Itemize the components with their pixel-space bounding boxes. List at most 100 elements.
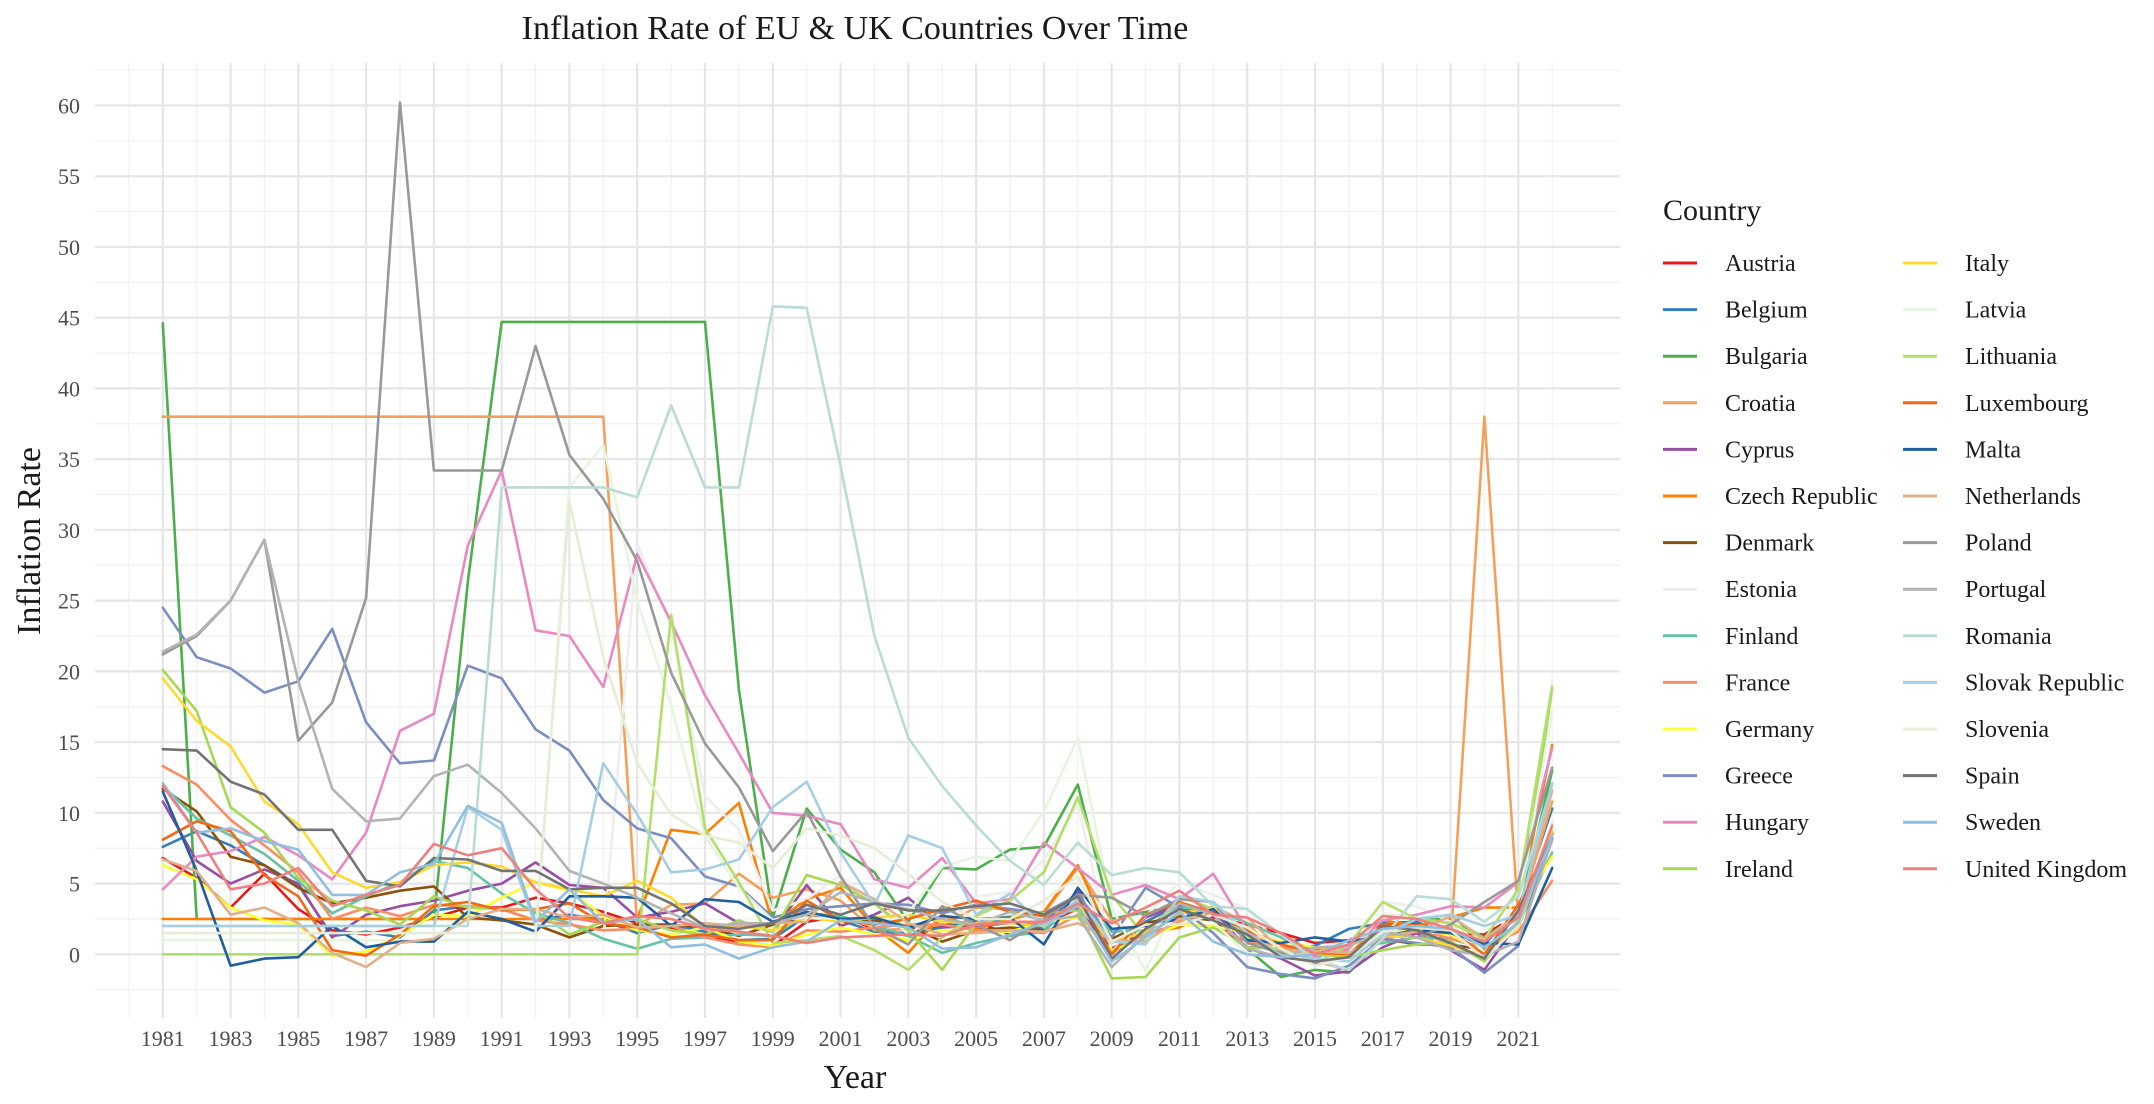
x-tick-label: 1991 (480, 1026, 524, 1051)
x-tick-label: 2017 (1361, 1026, 1405, 1051)
legend-item-belgium: Belgium (1663, 298, 1808, 324)
x-tick-label: 1993 (547, 1026, 591, 1051)
legend-label: Czech Republic (1725, 484, 1878, 510)
series-line-belgium (161, 807, 1554, 956)
legend-item-slovenia: Slovenia (1903, 717, 2049, 743)
legend-item-cyprus: Cyprus (1663, 437, 1794, 463)
legend-item-latvia: Latvia (1903, 298, 2027, 324)
series-line-czech-republic (161, 743, 1554, 955)
y-tick-label: 40 (58, 376, 80, 401)
x-tick-label: 2015 (1293, 1026, 1337, 1051)
y-axis-title: Inflation Rate (11, 447, 48, 635)
series-lines (161, 101, 1554, 980)
legend-label: Slovak Republic (1965, 670, 2124, 696)
legend-label: Romania (1965, 624, 2052, 650)
chart-title: Inflation Rate of EU & UK Countries Over… (522, 10, 1189, 47)
y-tick-label: 25 (58, 589, 80, 614)
y-tick-label: 35 (58, 447, 80, 472)
y-tick-label: 60 (58, 93, 80, 118)
x-tick-label: 1981 (141, 1026, 185, 1051)
legend-item-france: France (1663, 670, 1790, 696)
x-tick-label: 2019 (1429, 1026, 1473, 1051)
legend-item-bulgaria: Bulgaria (1663, 344, 1808, 370)
legend-label: Latvia (1965, 298, 2027, 324)
legend-item-czech-republic: Czech Republic (1663, 484, 1878, 510)
legend-title: Country (1663, 194, 1761, 227)
series-line-poland (161, 101, 1554, 966)
series-line-ireland (161, 668, 1554, 980)
grid (95, 63, 1620, 1018)
y-tick-label: 10 (58, 801, 80, 826)
legend-label: Slovenia (1965, 717, 2049, 743)
legend-label: Netherlands (1965, 484, 2081, 510)
legend-label: Belgium (1725, 298, 1808, 324)
legend-item-lithuania: Lithuania (1903, 344, 2057, 370)
y-tick-label: 5 (69, 872, 80, 897)
legend-label: Malta (1965, 437, 2021, 463)
legend-item-austria: Austria (1663, 251, 1796, 277)
series-line-slovak-republic (161, 761, 1554, 963)
x-tick-label: 1997 (683, 1026, 727, 1051)
legend-item-hungary: Hungary (1663, 810, 1809, 836)
x-tick-label: 2021 (1496, 1026, 1540, 1051)
legend-label: United Kingdom (1965, 857, 2127, 883)
legend-item-ireland: Ireland (1663, 857, 1793, 883)
legend-label: Sweden (1965, 810, 2041, 836)
x-tick-label: 2005 (954, 1026, 998, 1051)
x-tick-label: 1989 (412, 1026, 456, 1051)
y-tick-label: 50 (58, 235, 80, 260)
legend-label: Spain (1965, 764, 2020, 790)
x-tick-label: 2011 (1158, 1026, 1201, 1051)
legend-label: Italy (1965, 251, 2009, 277)
legend-item-malta: Malta (1903, 437, 2021, 463)
legend-item-denmark: Denmark (1663, 531, 1814, 557)
y-tick-label: 20 (58, 659, 80, 684)
y-axis-ticks: 0 5 10 15 20 25 30 35 40 45 50 55 60 (58, 93, 80, 967)
y-tick-label: 55 (58, 164, 80, 189)
y-tick-label: 0 (69, 942, 80, 967)
legend: Country Austria Belgium Bulgaria Croatia Cyp… (1663, 194, 2127, 883)
x-tick-label: 2007 (1022, 1026, 1066, 1051)
x-tick-label: 1999 (751, 1026, 795, 1051)
x-tick-label: 2003 (886, 1026, 930, 1051)
x-tick-label: 2013 (1225, 1026, 1269, 1051)
x-axis-ticks: 1981 1983 1985 1987 1989 1991 1993 1995 1997 1999… (141, 1026, 1541, 1051)
legend-item-romania: Romania (1903, 624, 2052, 650)
legend-item-slovak-republic: Slovak Republic (1903, 670, 2124, 696)
legend-item-united-kingdom: United Kingdom (1903, 857, 2127, 883)
legend-label: Germany (1725, 717, 1814, 743)
legend-label: France (1725, 670, 1790, 696)
legend-label: Croatia (1725, 391, 1796, 417)
legend-label: Portugal (1965, 577, 2047, 603)
y-tick-label: 45 (58, 306, 80, 331)
legend-item-luxembourg: Luxembourg (1903, 391, 2089, 417)
legend-label: Lithuania (1965, 344, 2057, 370)
x-tick-label: 2009 (1090, 1026, 1134, 1051)
legend-label: Estonia (1725, 577, 1797, 603)
legend-item-greece: Greece (1663, 764, 1793, 790)
series-line-slovenia (161, 500, 1554, 968)
legend-label: Luxembourg (1965, 391, 2089, 417)
legend-item-finland: Finland (1663, 624, 1798, 650)
series-line-malta (161, 790, 1554, 968)
x-tick-label: 1987 (344, 1026, 388, 1051)
legend-item-estonia: Estonia (1663, 577, 1797, 603)
legend-label: Poland (1965, 531, 2032, 557)
series-line-portugal (161, 538, 1554, 969)
legend-item-netherlands: Netherlands (1903, 484, 2081, 510)
legend-label: Ireland (1725, 857, 1793, 883)
y-tick-label: 30 (58, 518, 80, 543)
series-line-greece (161, 606, 1554, 980)
y-tick-label: 15 (58, 730, 80, 755)
legend-item-sweden: Sweden (1903, 810, 2041, 836)
legend-item-spain: Spain (1903, 764, 2020, 790)
legend-label: Finland (1725, 624, 1798, 650)
legend-items: Austria Belgium Bulgaria Croatia Cyprus Czech… (1663, 251, 2127, 883)
legend-label: Cyprus (1725, 437, 1794, 463)
series-line-romania (161, 304, 1554, 972)
legend-label: Bulgaria (1725, 344, 1808, 370)
series-line-united-kingdom (161, 784, 1554, 956)
legend-label: Greece (1725, 764, 1793, 790)
legend-item-portugal: Portugal (1903, 577, 2047, 603)
